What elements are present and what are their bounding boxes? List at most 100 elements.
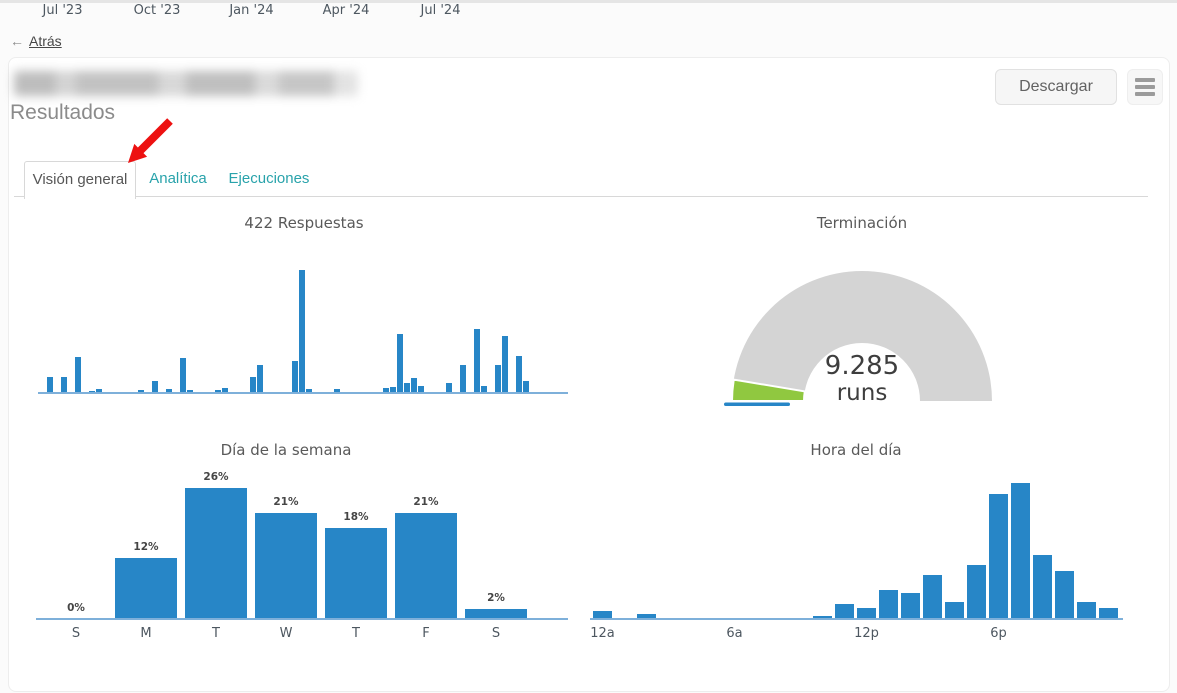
bar: [395, 513, 457, 619]
axis-tick-label: S: [71, 626, 81, 641]
tab-ejecuciones[interactable]: Ejecuciones: [228, 170, 310, 187]
bar: [47, 377, 53, 393]
bar: [152, 381, 158, 393]
gauge-unit: runs: [836, 380, 888, 406]
bar: [901, 593, 920, 619]
axis-tick-label: S: [491, 626, 501, 641]
bar: [257, 365, 263, 393]
chart-title-responses: 422 Respuestas: [244, 214, 364, 232]
bar: [460, 365, 466, 393]
responses-x-tick-labels: Jul '23 Oct '23 Jan '24 Apr '24 Jul '24: [0, 3, 528, 23]
chart-title-hour-of-day: Hora del día: [810, 441, 902, 459]
bar: [187, 390, 193, 393]
hour-of-day-x-axis: [590, 617, 1123, 620]
gauge-track: [732, 271, 992, 401]
axis-tick-label: Oct '23: [133, 3, 181, 18]
axis-tick-label: Jul '24: [420, 3, 461, 18]
bar: [523, 381, 529, 393]
bar: [299, 270, 305, 393]
bar-value-label: 12%: [133, 541, 159, 553]
axis-tick-label: Jul '23: [42, 3, 83, 18]
back-arrow-icon: ←: [10, 33, 24, 49]
bar-value-label: 21%: [273, 496, 299, 508]
bar: [115, 558, 177, 619]
bar: [879, 590, 898, 619]
bar: [96, 389, 102, 393]
bar-value-label: 21%: [413, 496, 439, 508]
tab-analítica[interactable]: Analítica: [149, 170, 207, 187]
axis-tick-label: M: [140, 626, 152, 641]
gauge-segment-green: [730, 378, 806, 402]
bar: [222, 388, 228, 393]
bar: [138, 390, 144, 393]
axis-tick-label: 6p: [990, 626, 1007, 641]
back-link-label: Atrás: [29, 33, 62, 49]
axis-tick-label: W: [279, 626, 293, 641]
bar: [390, 387, 396, 393]
bar: [325, 528, 387, 619]
bar: [989, 494, 1008, 619]
bar: [967, 565, 986, 619]
bar: [292, 361, 298, 393]
bar: [411, 378, 417, 393]
bar: [215, 390, 221, 393]
day-of-week-x-axis: [36, 617, 568, 620]
axis-tick-label: 6a: [726, 626, 743, 641]
page-title: Resultados: [10, 101, 116, 124]
bar: [1077, 602, 1096, 619]
bar: [1033, 555, 1052, 619]
bar: [397, 334, 403, 393]
bar: [923, 575, 942, 619]
bar: [481, 386, 487, 393]
bar: [637, 614, 656, 619]
bar: [465, 609, 527, 619]
bar: [516, 356, 522, 393]
responses-over-time-chart: [40, 268, 568, 393]
axis-tick-label: 12a: [590, 626, 615, 641]
bar: [306, 389, 312, 393]
bar: [835, 604, 854, 619]
axis-tick-label: Jan '24: [229, 3, 274, 18]
bar: [404, 383, 410, 393]
hour-of-day-tick-labels: 12a 6a 12p 6p: [590, 626, 1123, 646]
download-button[interactable]: Descargar: [995, 69, 1117, 105]
bar: [857, 608, 876, 619]
axis-tick-label: T: [352, 626, 360, 641]
bar: [75, 357, 81, 393]
bar-value-label: 26%: [203, 471, 229, 483]
bar: [180, 358, 186, 393]
bar: [250, 377, 256, 393]
bar: [495, 365, 501, 393]
bar: [446, 383, 452, 393]
bar: [1011, 483, 1030, 619]
bar-value-label: 2%: [487, 592, 505, 604]
tab-visión-general[interactable]: Visión general: [24, 161, 136, 199]
hamburger-icon: [1128, 78, 1162, 96]
bar: [474, 329, 480, 393]
bar: [1099, 608, 1118, 619]
hour-of-day-chart: [593, 483, 1123, 619]
bar: [166, 389, 172, 393]
bar: [334, 389, 340, 393]
menu-button[interactable]: [1127, 69, 1163, 105]
redacted-title-blur: [14, 71, 358, 96]
chart-title-day-of-week: Día de la semana: [220, 441, 352, 459]
bar: [255, 513, 317, 619]
axis-tick-label: F: [422, 626, 430, 641]
bar: [593, 611, 612, 619]
axis-tick-label: Apr '24: [322, 3, 370, 18]
bar: [61, 377, 67, 393]
back-link[interactable]: ← Atrás: [10, 33, 62, 49]
gauge-value: 9.285: [824, 351, 900, 381]
bar: [502, 336, 508, 393]
day-of-week-chart: 0% 12% 26% 21% 18% 21% 2%: [45, 471, 531, 619]
completion-gauge: [724, 271, 992, 406]
bar: [945, 602, 964, 619]
bar-value-label: 18%: [343, 511, 369, 523]
bar: [418, 386, 424, 393]
gauge-segment-blue: [724, 402, 790, 406]
axis-tick-label: 12p: [854, 626, 879, 641]
chart-title-completion: Terminación: [816, 214, 908, 232]
bar: [383, 388, 389, 393]
